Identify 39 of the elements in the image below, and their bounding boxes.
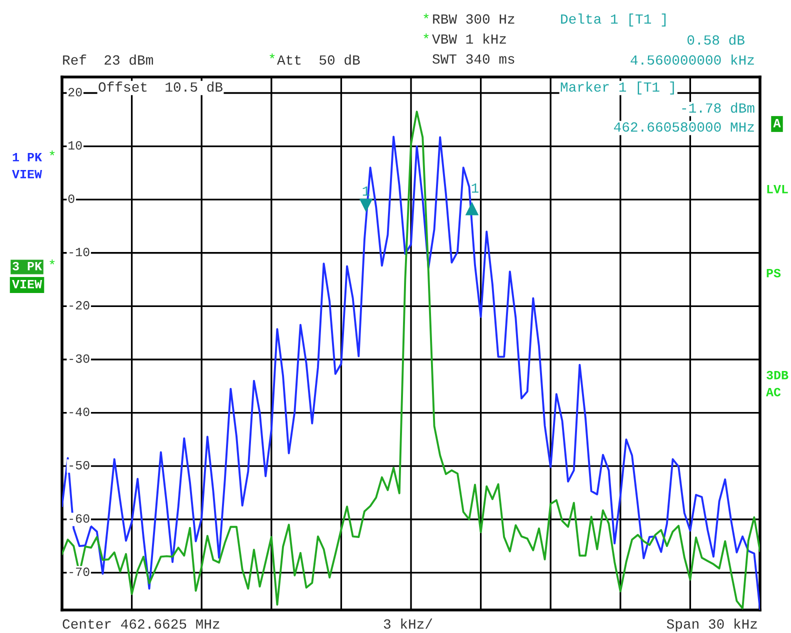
text: AC (766, 388, 781, 396)
y-tick-label: -20 (70, 301, 90, 310)
text: 4.560000000 kHz (630, 54, 754, 65)
annotation: 462.660580000 MHz (614, 122, 754, 132)
text: LVL (767, 185, 788, 194)
y-tick-label: 20 (68, 88, 82, 96)
text: Span 30 kHz (666, 618, 757, 632)
text: RBW 300 Hz (433, 14, 514, 24)
text: SWT 340 ms (432, 54, 514, 64)
text: 0.58 dB (687, 34, 744, 45)
text: Att 50 dB (277, 54, 360, 65)
text: 1 PK (12, 153, 42, 162)
text: A (773, 119, 781, 128)
y-tick-label: -40 (70, 408, 90, 416)
text: * (50, 150, 55, 156)
text: Ref 23 dBm (63, 54, 153, 65)
y-tick-label: 10 (68, 141, 82, 150)
y-tick-label: -10 (70, 248, 90, 256)
text: * (424, 14, 429, 18)
text: VIEW (12, 280, 42, 288)
annotation: Offset 10.5 dB (98, 82, 222, 92)
annotation: 1 (472, 183, 478, 193)
annotation: -1.78 dBm (682, 102, 754, 113)
text: * (424, 34, 429, 38)
text: PS (766, 268, 781, 278)
y-tick-label: -30 (70, 354, 90, 363)
annotation: Marker 1 [T1 ] (560, 82, 674, 94)
text: Center 462.6625 MHz (62, 619, 220, 629)
text: * (50, 260, 55, 264)
y-tick-label: -60 (70, 514, 90, 523)
text: Delta 1 [T1 ] (561, 14, 666, 26)
text: VIEW (12, 170, 42, 178)
text: 3 PK (12, 262, 42, 270)
text: * (270, 54, 275, 58)
text: 3DB (766, 370, 788, 380)
y-tick-label: 0 (68, 194, 74, 203)
y-tick-label: -50 (70, 460, 90, 470)
text: 3 kHz/ (384, 618, 432, 629)
text: VBW 1 kHz (432, 34, 506, 44)
